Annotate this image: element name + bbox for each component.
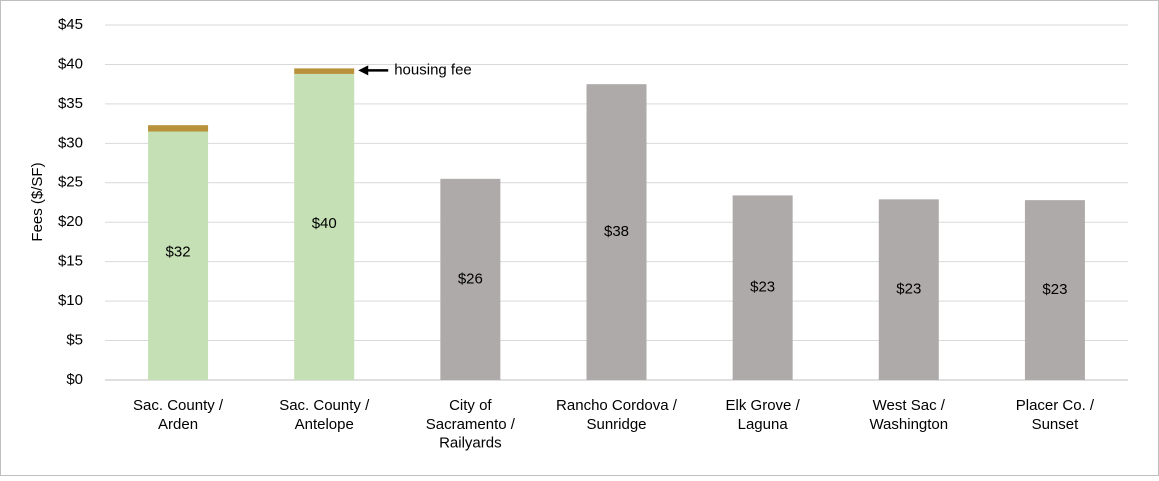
y-tick-label: $40 (58, 55, 83, 72)
y-tick-label: $20 (58, 213, 83, 230)
y-tick-label: $0 (66, 371, 83, 388)
y-tick-label: $25 (58, 174, 83, 191)
data-label: $26 (458, 270, 483, 287)
x-tick-label: City of Sacramento / Railyards (426, 397, 516, 452)
data-label: $23 (1042, 281, 1067, 298)
x-tick-label: Rancho Cordova / Sunridge (556, 397, 678, 433)
data-label: $23 (896, 281, 921, 298)
y-tick-label: $35 (58, 95, 83, 112)
bar-segment (878, 199, 939, 380)
x-tick-label: Sac. County / Antelope (279, 397, 370, 433)
y-tick-label: $5 (66, 332, 83, 349)
data-label: $38 (604, 223, 629, 240)
x-tick-label: Sac. County / Arden (133, 397, 224, 433)
y-axis-label: Fees ($/SF) (29, 162, 46, 241)
y-tick-label: $15 (58, 253, 83, 270)
bar-segment (440, 178, 501, 380)
y-tick-label: $10 (58, 292, 83, 309)
data-label: $32 (166, 244, 191, 261)
y-tick-label: $30 (58, 134, 83, 151)
data-label: $23 (750, 279, 775, 296)
annotation: housing fee (394, 61, 472, 78)
bar-segment (1024, 200, 1085, 380)
bar-segment (586, 84, 647, 381)
x-tick-label: Elk Grove / Laguna (726, 397, 801, 433)
x-tick-label: Placer Co. / Sunset (1016, 397, 1095, 433)
y-tick-label: $45 (58, 16, 83, 33)
annotation-arrowhead (358, 65, 369, 76)
bar-segment (148, 125, 209, 132)
x-tick-label: West Sac / Washington (869, 397, 948, 433)
bar-segment (148, 131, 209, 380)
bar-segment (294, 68, 355, 74)
bar-segment (294, 73, 355, 381)
data-label: $40 (312, 215, 337, 232)
bar-segment (732, 195, 793, 380)
